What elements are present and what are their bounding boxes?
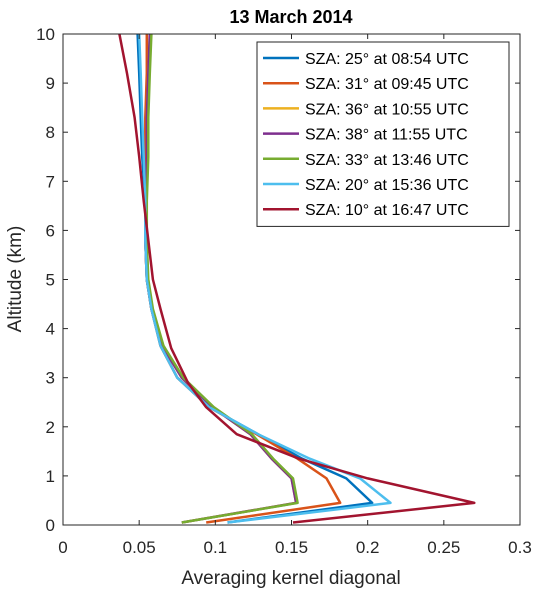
x-tick-label: 0.15	[275, 538, 308, 557]
series-layer	[118, 33, 476, 524]
legend-label-4: SZA: 38° at 11:55 UTC	[305, 127, 468, 144]
y-tick-label: 4	[46, 320, 55, 339]
y-tick-label: 7	[46, 172, 55, 191]
y-tick-label: 2	[46, 418, 55, 437]
y-tick-label: 5	[46, 271, 55, 290]
x-tick-label: 0.1	[204, 538, 228, 557]
legend-label-6: SZA: 20° at 15:36 UTC	[305, 177, 469, 194]
chart-title: 13 March 2014	[229, 7, 352, 27]
y-tick-label: 10	[36, 25, 55, 44]
plot-frame	[62, 33, 521, 526]
legend-label-5: SZA: 33° at 13:46 UTC	[305, 152, 469, 169]
x-tick-label: 0.05	[123, 538, 156, 557]
x-axis-label: Averaging kernel diagonal	[181, 568, 400, 589]
y-tick-label: 8	[46, 123, 55, 142]
legend: SZA: 25° at 08:54 UTC SZA: 31° at 09:45 U…	[256, 41, 510, 227]
x-tick-label: 0.25	[427, 538, 460, 557]
x-tick-label: 0.3	[508, 538, 532, 557]
y-tick-label: 0	[46, 516, 55, 535]
y-tick-label: 1	[46, 467, 55, 486]
legend-label-7: SZA: 10° at 16:47 UTC	[305, 202, 469, 219]
axis-layer: 0 0.05 0.1 0.15 0.2 0.25 0.3 0 1 2 3 4 5 6 7 8 9 10	[36, 25, 532, 557]
series-line-7	[118, 33, 476, 524]
x-tick-label: 0	[58, 538, 67, 557]
x-tick-label: 0.2	[356, 538, 380, 557]
y-tick-label: 6	[46, 221, 55, 240]
y-tick-label: 3	[46, 369, 55, 388]
legend-label-2: SZA: 31° at 09:45 UTC	[305, 76, 469, 93]
legend-label-3: SZA: 36° at 10:55 UTC	[305, 101, 469, 118]
legend-label-1: SZA: 25° at 08:54 UTC	[305, 51, 469, 68]
y-tick-label: 9	[46, 74, 55, 93]
series-line-5	[145, 33, 299, 524]
y-axis-label: Altitude (km)	[5, 226, 26, 333]
